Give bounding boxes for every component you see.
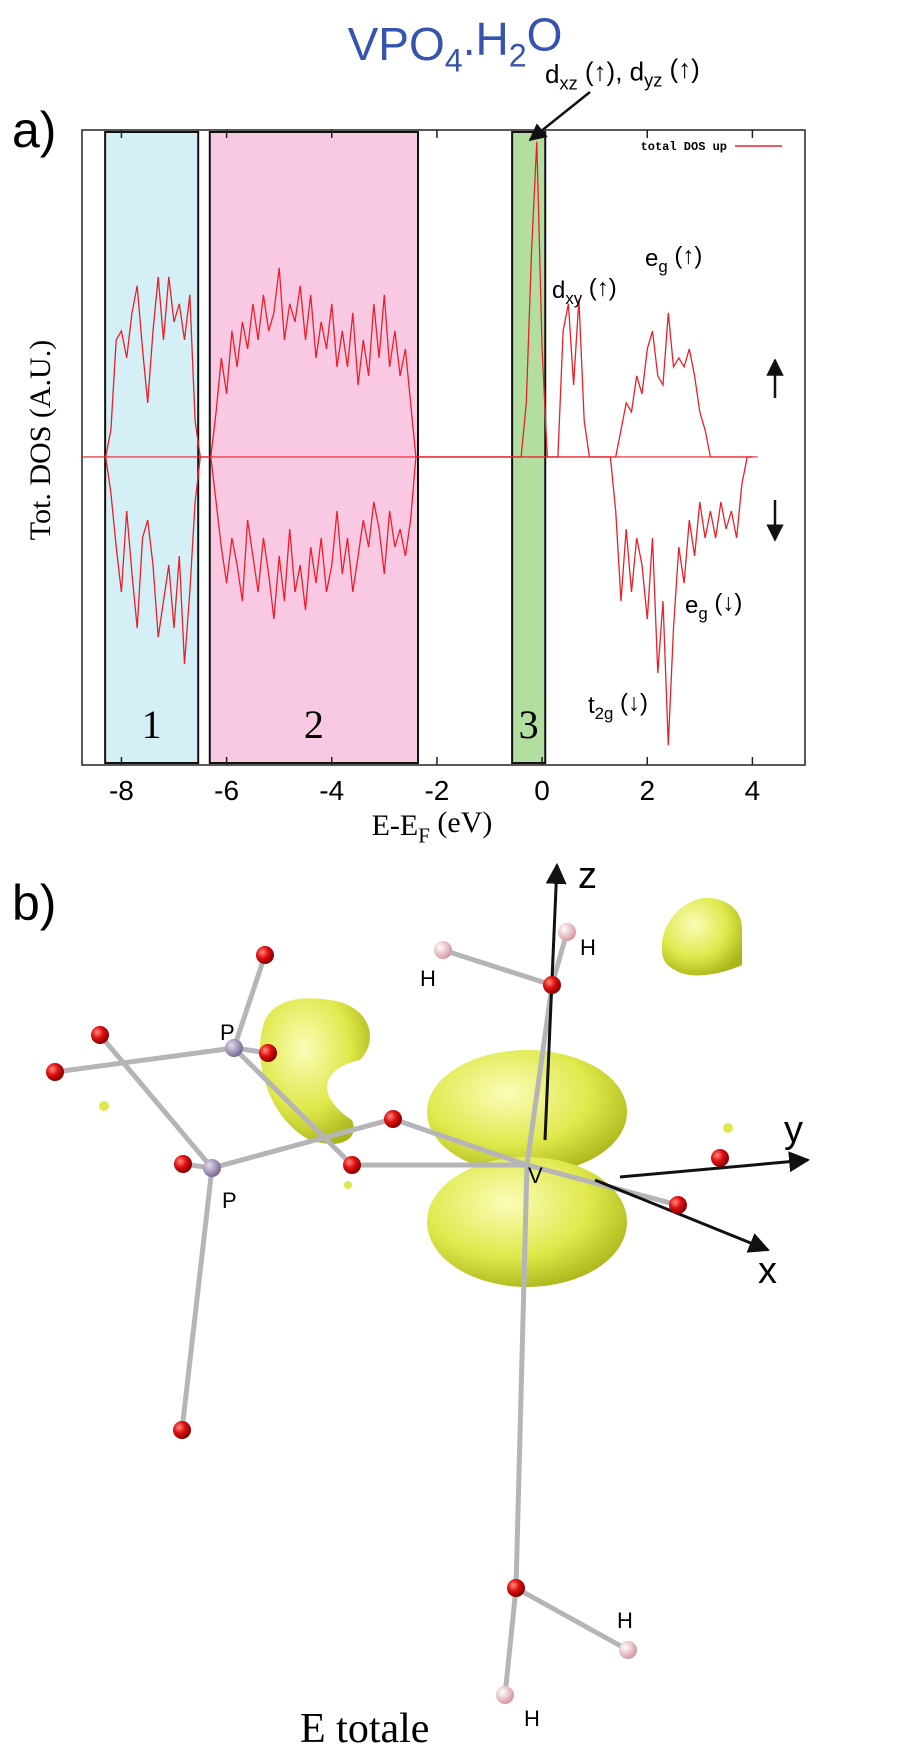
dos-line [105,141,753,458]
orbital-lobe [723,1123,733,1133]
region [511,131,547,764]
axis-label: x [758,1250,777,1292]
chart-title-part: 4 [445,42,463,78]
region [104,131,200,764]
annotation-part: d [545,59,559,89]
x-axis [594,1178,770,1253]
region [208,131,419,764]
annotation: dxz (↑), dyz (↑) [545,54,700,94]
annotation-part: (↓) [613,689,648,716]
x-tick-label: -6 [214,775,239,806]
atom-label: V [528,1163,543,1188]
region-label: 1 [142,702,162,747]
annotation-part: e [645,245,658,272]
annotation-part: xy [565,289,582,308]
orbital-lobe [260,998,370,1144]
annotation-part: e [685,592,698,619]
atom-label: P [222,1188,237,1213]
annotation-part: yz [644,71,662,91]
bonds [54,931,679,1696]
annotation-part: (↑), d [578,56,644,86]
atom-label: P [220,1020,235,1045]
plot-frame [81,129,806,766]
annotation: eg (↑) [645,242,702,275]
orbital-lobe [344,1181,352,1189]
panel-b: b) P P V H H H H z y x E totale [12,855,811,1752]
x-axis-label: E-EF (eV) [372,806,493,848]
annotation: t2g (↓) [588,689,648,722]
axis-label: y [784,1109,803,1151]
annotation-part: t [588,692,595,719]
annotation-arrow [528,91,591,142]
x-axis-label-part: F [418,823,430,847]
x-tick-label: -2 [424,775,449,806]
y-axis-label: Tot. DOS (A.U.) [24,340,57,540]
x-axis-label-part: (eV) [430,806,492,839]
y-axis [619,1151,811,1179]
annotation-part: (↑) [582,274,617,301]
annotation-part: xz [559,73,577,93]
x-tick-label: 4 [745,775,761,806]
z-axis [543,862,567,1141]
annotation-part: g [658,257,667,276]
orbital-lobe [427,1050,627,1174]
x-axis-label-part: E-E [372,809,419,842]
annotation-part: 2g [595,704,614,723]
legend-label: total DOS up [641,140,727,154]
atom-label: H [580,935,596,960]
annotation-part: (↑) [662,54,700,84]
orbital-lobe [99,1101,109,1111]
chart-title: VPO4.H2O [348,8,563,78]
atom-label: H [617,1608,633,1633]
region-label: 2 [304,702,324,747]
x-tick-label: 0 [534,775,550,806]
axis-label: z [578,855,597,897]
chart-title-part: O [527,8,563,60]
x-tick-label: 2 [639,775,655,806]
atoms [46,923,729,1704]
annotation-part: g [698,604,707,623]
atom-label: H [420,966,436,991]
region-label: 3 [519,702,539,747]
annotation-part: (↓) [708,589,743,616]
chart-title-part: .H [463,13,509,65]
annotation-part: (↑) [668,242,703,269]
annotation: dxy (↑) [552,274,617,307]
dos-line [105,456,753,746]
panel-label: a) [12,102,56,158]
annotation: eg (↓) [685,589,742,622]
x-tick-label: -4 [319,775,344,806]
caption: E totale [300,1706,429,1752]
x-tick-label: -8 [109,775,134,806]
annotation-part: d [552,277,565,304]
chart-title-part: 2 [509,37,527,73]
chart-title-part: VPO [348,18,445,70]
atom-label: H [524,1706,540,1731]
orbital-lobe [661,898,742,976]
panel-label: b) [12,875,56,931]
